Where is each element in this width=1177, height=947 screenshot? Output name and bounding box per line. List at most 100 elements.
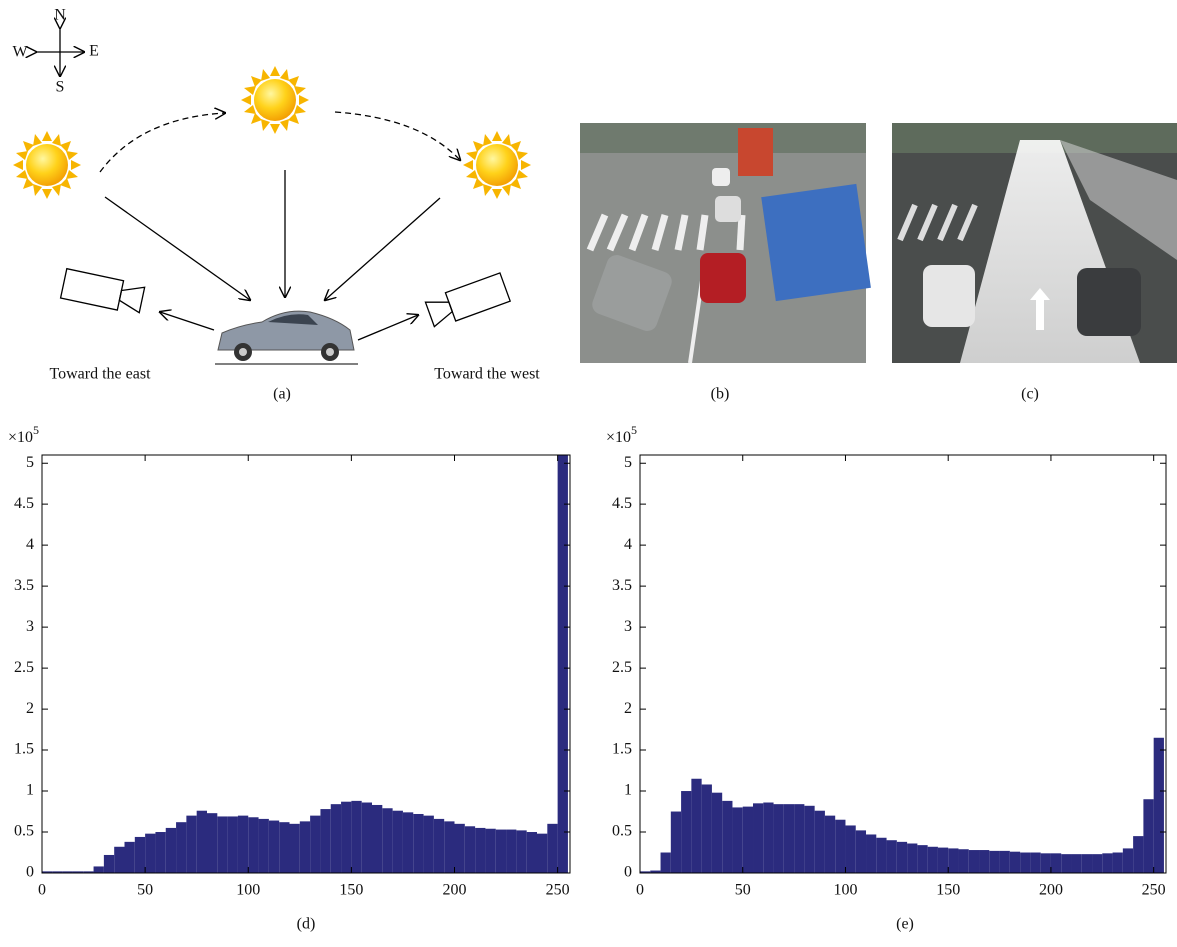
histogram-bar <box>228 816 238 873</box>
histogram-bar <box>1133 836 1143 873</box>
x-tick-label: 200 <box>443 882 467 899</box>
histogram-bar <box>661 853 671 873</box>
histogram-bar <box>743 807 753 873</box>
histogram-bar <box>455 824 465 873</box>
histogram-bar <box>176 822 186 873</box>
histogram-bar <box>279 822 289 873</box>
caption: (a) <box>273 386 291 403</box>
histogram-bar <box>969 850 979 873</box>
photo-c: (c) <box>892 123 1177 403</box>
x-tick-label: 200 <box>1039 882 1063 899</box>
sun <box>13 131 81 199</box>
histogram-bar <box>475 828 485 873</box>
histogram-bar <box>207 813 217 873</box>
histogram-bar <box>1061 854 1071 873</box>
sun <box>463 131 531 199</box>
histogram-bar <box>763 803 773 873</box>
histogram-bar <box>928 847 938 873</box>
histogram-bar <box>722 801 732 873</box>
histogram-bar <box>1020 853 1030 873</box>
histogram-bar <box>907 843 917 873</box>
sun-path <box>335 112 460 160</box>
histogram-bar <box>269 821 279 873</box>
histogram-bar <box>979 850 989 873</box>
x-tick-label: 150 <box>936 882 960 899</box>
histogram-bar <box>732 807 742 873</box>
diagram-a: N S W E Toward the east Toward the west … <box>12 7 540 403</box>
y-tick-label: 1 <box>26 782 34 799</box>
histogram-bar <box>835 820 845 873</box>
y-tick-label: 0 <box>624 864 632 881</box>
camera <box>425 273 510 329</box>
histogram-bar <box>1154 738 1164 873</box>
multiplier-base: ×10 <box>606 429 631 446</box>
histogram-bar <box>1092 854 1102 873</box>
histogram-bar <box>166 828 176 873</box>
y-tick-label: 0.5 <box>14 823 34 840</box>
y-multiplier: ×105 <box>8 423 39 446</box>
car <box>215 311 358 364</box>
histogram-bar <box>1071 854 1081 873</box>
histogram-bar <box>300 821 310 873</box>
caption: (c) <box>1021 386 1039 403</box>
histogram-bar <box>290 824 300 873</box>
x-tick-label: 100 <box>833 882 857 899</box>
y-tick-label: 4.5 <box>612 495 632 512</box>
histogram-bar <box>310 816 320 873</box>
y-tick-label: 5 <box>26 454 34 471</box>
plot-frame <box>42 455 570 873</box>
histogram-bar <box>341 802 351 873</box>
histogram-bar <box>424 816 434 873</box>
multiplier-exponent: 5 <box>631 423 637 437</box>
y-tick-label: 2.5 <box>612 659 632 676</box>
x-tick-label: 250 <box>1142 882 1166 899</box>
histogram-bar <box>958 849 968 873</box>
compass-south: S <box>56 79 65 96</box>
histogram-bar <box>527 832 537 873</box>
multiplier-base: ×10 <box>8 429 33 446</box>
histogram-bar <box>516 830 526 873</box>
histogram-bar <box>1123 848 1133 873</box>
y-tick-label: 0 <box>26 864 34 881</box>
histogram-bar <box>1143 799 1153 873</box>
histogram-bar <box>372 805 382 873</box>
histogram-bar <box>804 806 814 873</box>
histogram-bar <box>145 834 155 873</box>
histogram-bar <box>259 819 269 873</box>
histogram-bar <box>825 816 835 873</box>
y-tick-label: 3 <box>624 618 632 635</box>
histogram-bar <box>434 819 444 873</box>
histogram-bar <box>917 845 927 873</box>
histogram-bar <box>393 811 403 873</box>
histogram-bar <box>1051 853 1061 873</box>
y-tick-label: 2.5 <box>14 659 34 676</box>
histogram-bar <box>382 808 392 873</box>
y-tick-label: 4 <box>26 536 34 553</box>
histogram-bar <box>248 817 258 873</box>
caption: (e) <box>896 916 914 933</box>
camera <box>61 269 145 315</box>
x-tick-label: 0 <box>38 882 46 899</box>
histogram-bar <box>186 816 196 873</box>
histogram-bar <box>94 866 104 873</box>
histogram-bar <box>1113 853 1123 873</box>
y-tick-label: 5 <box>624 454 632 471</box>
histogram-bar <box>794 804 804 873</box>
histogram-bar <box>1041 853 1051 873</box>
histogram-bar <box>938 848 948 873</box>
histogram-bar <box>1030 853 1040 873</box>
light-ray <box>105 197 250 300</box>
y-tick-label: 1.5 <box>14 741 34 758</box>
histogram-bar <box>197 811 207 873</box>
histogram-bar <box>948 848 958 873</box>
y-tick-label: 1 <box>624 782 632 799</box>
sun <box>241 66 309 134</box>
view-arrow <box>358 315 418 340</box>
histogram-bar <box>897 842 907 873</box>
histogram-bar <box>537 834 547 873</box>
histogram-bar <box>887 840 897 873</box>
y-tick-label: 2 <box>624 700 632 717</box>
histogram-bar <box>1010 852 1020 873</box>
histogram-bar <box>712 793 722 873</box>
